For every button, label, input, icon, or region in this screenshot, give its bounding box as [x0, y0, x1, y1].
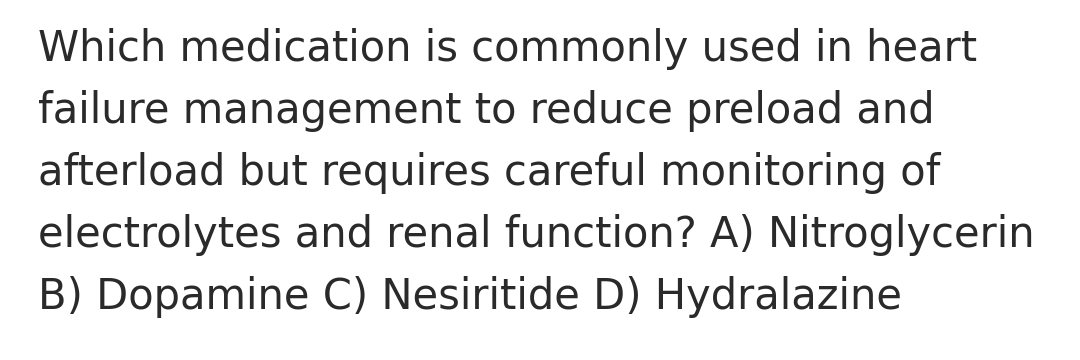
Text: Which medication is commonly used in heart: Which medication is commonly used in hea…: [38, 28, 977, 70]
Text: failure management to reduce preload and: failure management to reduce preload and: [38, 90, 934, 132]
Text: B) Dopamine C) Nesiritide D) Hydralazine: B) Dopamine C) Nesiritide D) Hydralazine: [38, 276, 902, 318]
Text: electrolytes and renal function? A) Nitroglycerin: electrolytes and renal function? A) Nitr…: [38, 214, 1035, 256]
Text: afterload but requires careful monitoring of: afterload but requires careful monitorin…: [38, 152, 941, 194]
